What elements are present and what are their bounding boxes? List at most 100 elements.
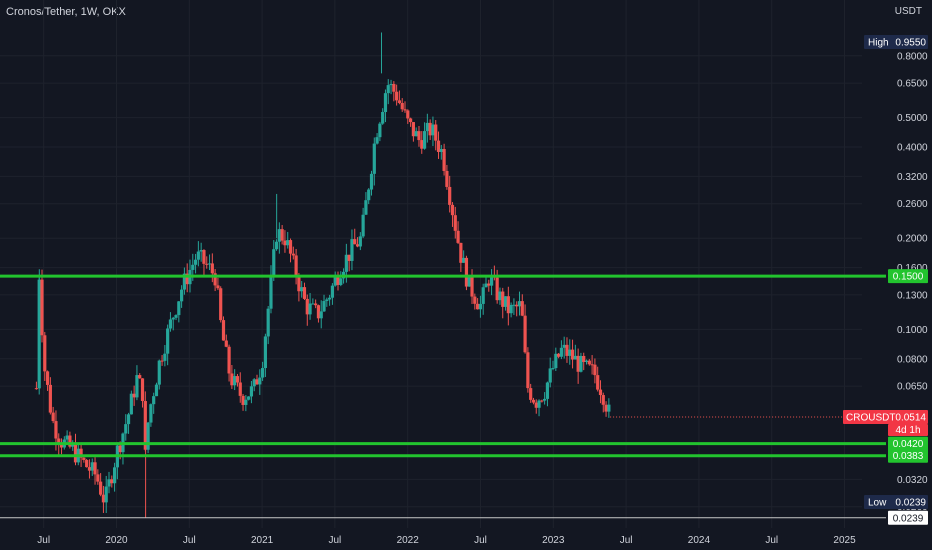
candle-body: [509, 304, 513, 314]
candle-body: [210, 263, 214, 274]
candle-body: [107, 479, 111, 487]
candle-body: [59, 443, 64, 448]
candle-body: [314, 303, 318, 306]
candle-body: [126, 414, 131, 425]
candle-body: [531, 399, 536, 403]
x-tick-label: Jul: [620, 535, 633, 546]
candle-body: [110, 479, 114, 484]
level-tag-label: 0.0420: [893, 439, 924, 450]
candle-body: [517, 301, 522, 307]
candle-body: [252, 379, 256, 387]
candle-body: [48, 384, 52, 413]
candle-body: [51, 412, 55, 422]
candle-body: [470, 275, 474, 297]
candle-body: [484, 283, 488, 288]
candle-body: [104, 486, 108, 503]
candle-body: [288, 240, 293, 254]
candle-body: [523, 315, 527, 353]
high-tag-name: High: [868, 38, 889, 49]
candle-body: [132, 393, 136, 398]
candle-body: [420, 140, 424, 149]
candle-body: [216, 285, 220, 289]
candle-body: [596, 375, 600, 390]
candle-body: [101, 494, 106, 503]
candle-body: [431, 124, 435, 136]
candle-body: [534, 402, 538, 408]
candle-body: [294, 255, 298, 278]
candle-body: [434, 124, 438, 141]
candle-body: [476, 303, 480, 310]
level-tag-label: 0.0383: [893, 451, 924, 462]
candle-body: [344, 254, 348, 272]
candle-body: [146, 422, 150, 450]
candle-body: [241, 395, 245, 405]
candle-body: [274, 241, 279, 250]
candle-body: [333, 277, 337, 286]
candle-body: [607, 404, 611, 412]
candle-body: [224, 340, 228, 347]
candle-body: [118, 445, 122, 453]
candle-body: [96, 474, 100, 482]
candle-body: [263, 336, 267, 369]
candle-body: [545, 382, 550, 399]
candle-body: [54, 421, 58, 439]
candle-body: [207, 263, 212, 265]
candle-body: [487, 283, 491, 286]
x-tick-label: Jul: [474, 535, 487, 546]
candle-body: [182, 273, 187, 290]
candle-body: [601, 395, 605, 405]
candle-body: [255, 379, 259, 385]
low-tag: [864, 495, 928, 509]
candle-body: [445, 170, 449, 187]
candle-body: [395, 91, 399, 101]
candle-body: [512, 304, 516, 306]
candle-body: [112, 467, 117, 484]
candle-body: [193, 259, 198, 265]
candle-body: [372, 143, 376, 174]
candle-body: [347, 254, 351, 261]
candle-body: [540, 400, 544, 402]
candle-body: [481, 287, 485, 304]
candle-body: [124, 424, 128, 434]
candle-body: [453, 215, 457, 231]
y-tick-label: 0.0320: [897, 475, 928, 486]
candle-body: [353, 239, 357, 245]
candle-body: [149, 404, 153, 423]
y-tick-label: 0.4000: [897, 142, 928, 153]
candle-body: [68, 435, 72, 447]
candle-body: [199, 250, 203, 252]
candle-body: [233, 376, 237, 386]
candle-body: [473, 296, 477, 304]
candle-body: [565, 344, 569, 356]
candle-body: [537, 400, 541, 408]
candle-body: [90, 462, 94, 471]
candle-body: [269, 275, 273, 309]
candle-body: [180, 289, 184, 302]
x-tick-label: Jul: [765, 535, 778, 546]
candle-body: [291, 253, 295, 256]
low-line-tag-label: 0.0239: [893, 513, 924, 524]
candle-body: [425, 122, 429, 132]
candle-body: [548, 368, 552, 383]
candle-body: [355, 244, 360, 247]
x-tick-label: 2025: [833, 535, 856, 546]
candle-body: [219, 288, 223, 321]
candle-body: [587, 360, 591, 365]
candle-body: [277, 229, 281, 242]
candle-body: [570, 349, 575, 360]
x-tick-label: 2024: [688, 535, 711, 546]
candle-body: [576, 355, 580, 372]
candle-body: [258, 377, 262, 385]
candle-body: [428, 122, 432, 136]
candle-body: [462, 257, 466, 263]
candle-body: [389, 84, 393, 86]
high-tag: [864, 35, 928, 49]
candle-body: [336, 277, 340, 285]
candle-body: [43, 335, 47, 372]
candle-body: [73, 444, 78, 463]
candle-body: [358, 236, 362, 247]
level-tag-label: 0.1500: [893, 272, 924, 283]
candle-body: [478, 303, 483, 310]
